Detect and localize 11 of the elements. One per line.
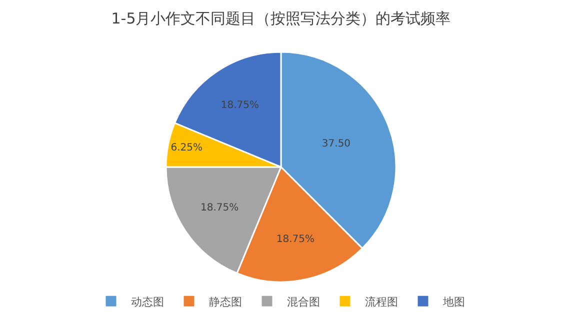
legend-label: 混合图	[287, 295, 320, 308]
data-label: 37.50	[322, 138, 351, 150]
data-label: 18.75%	[200, 202, 239, 214]
legend-label: 静态图	[209, 295, 242, 308]
chart-title: 1-5月小作文不同题目（按照写法分类）的考试频率	[111, 10, 451, 28]
data-label: 18.75%	[276, 234, 314, 246]
legend-label: 地图	[442, 295, 465, 308]
data-label: 6.25%	[170, 142, 203, 154]
legend-label: 流程图	[365, 295, 398, 308]
legend-label: 动态图	[131, 295, 164, 308]
data-label: 18.75%	[220, 100, 259, 112]
